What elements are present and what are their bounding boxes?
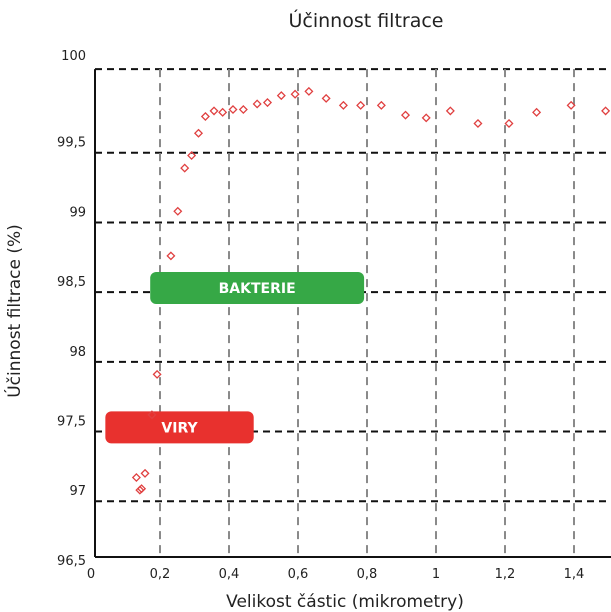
data-point: [566, 100, 576, 110]
data-point: [421, 113, 431, 123]
data-point: [473, 118, 483, 128]
data-point: [131, 473, 141, 483]
x-tick-label: 1: [432, 567, 440, 582]
y-tick-label: 98: [69, 345, 86, 360]
x-tick-label: 0,6: [288, 567, 309, 582]
data-point: [147, 410, 157, 420]
data-point: [400, 110, 411, 120]
category-badge: BAKTERIE: [150, 271, 365, 304]
y-tick-label: 97: [69, 484, 86, 499]
x-tick-label: 0,8: [357, 567, 378, 582]
category-badge-label: VIRY: [161, 420, 198, 436]
data-point: [200, 111, 210, 122]
chart-title: Účinnost filtrace: [288, 8, 443, 32]
data-point: [209, 106, 219, 116]
category-badge: VIRY: [105, 411, 254, 444]
data-point: [262, 98, 273, 108]
y-tick-label: 99,5: [57, 136, 86, 151]
x-tick-label: 1,2: [495, 567, 516, 582]
y-tick-label: 97,5: [57, 415, 86, 430]
data-point: [376, 100, 386, 110]
x-tick-label: 0,4: [219, 567, 240, 582]
x-tick-label: 0: [87, 567, 95, 582]
data-point: [180, 163, 190, 173]
data-point: [276, 91, 286, 101]
data-point: [173, 206, 183, 216]
data-point: [338, 100, 348, 110]
y-tick-label: 99: [69, 205, 86, 220]
x-axis-title: Velikost částic (mikrometry): [226, 592, 464, 612]
data-point: [152, 369, 162, 379]
tick-labels: 96,5 97 97,5 98 98,5 99 99,5 100 0 0,2 0,4 0,6 0,8 1 1…: [57, 49, 584, 582]
data-point: [445, 106, 455, 116]
data-point: [532, 107, 542, 117]
axes: [94, 69, 611, 558]
x-tick-label: 0,2: [150, 567, 171, 582]
category-badge-bg: [105, 411, 254, 444]
y-tick-label: 96,5: [57, 554, 86, 569]
x-tick-label: 1,4: [564, 567, 585, 582]
data-point: [193, 128, 204, 138]
data-point: [321, 93, 331, 103]
grid: [95, 68, 611, 557]
data-point: [187, 151, 197, 161]
data-point: [356, 100, 366, 110]
annotations: BAKTERIE VIRY: [105, 271, 365, 444]
data-points: [131, 86, 611, 495]
data-point: [140, 468, 150, 478]
data-point: [137, 484, 147, 494]
data-point: [238, 105, 248, 115]
category-badge-bg: [150, 271, 365, 304]
data-point: [252, 99, 262, 109]
y-tick-label: 98,5: [57, 275, 86, 290]
category-badge-label: BAKTERIE: [219, 281, 296, 297]
data-point: [290, 89, 300, 99]
data-point: [228, 105, 238, 115]
y-axis-title: Účinnost filtrace (%): [3, 224, 25, 398]
data-point: [601, 106, 611, 116]
data-point: [166, 251, 176, 261]
data-point: [504, 118, 514, 128]
data-point: [218, 107, 228, 117]
data-point: [304, 86, 314, 96]
y-tick-label: 100: [61, 49, 86, 64]
